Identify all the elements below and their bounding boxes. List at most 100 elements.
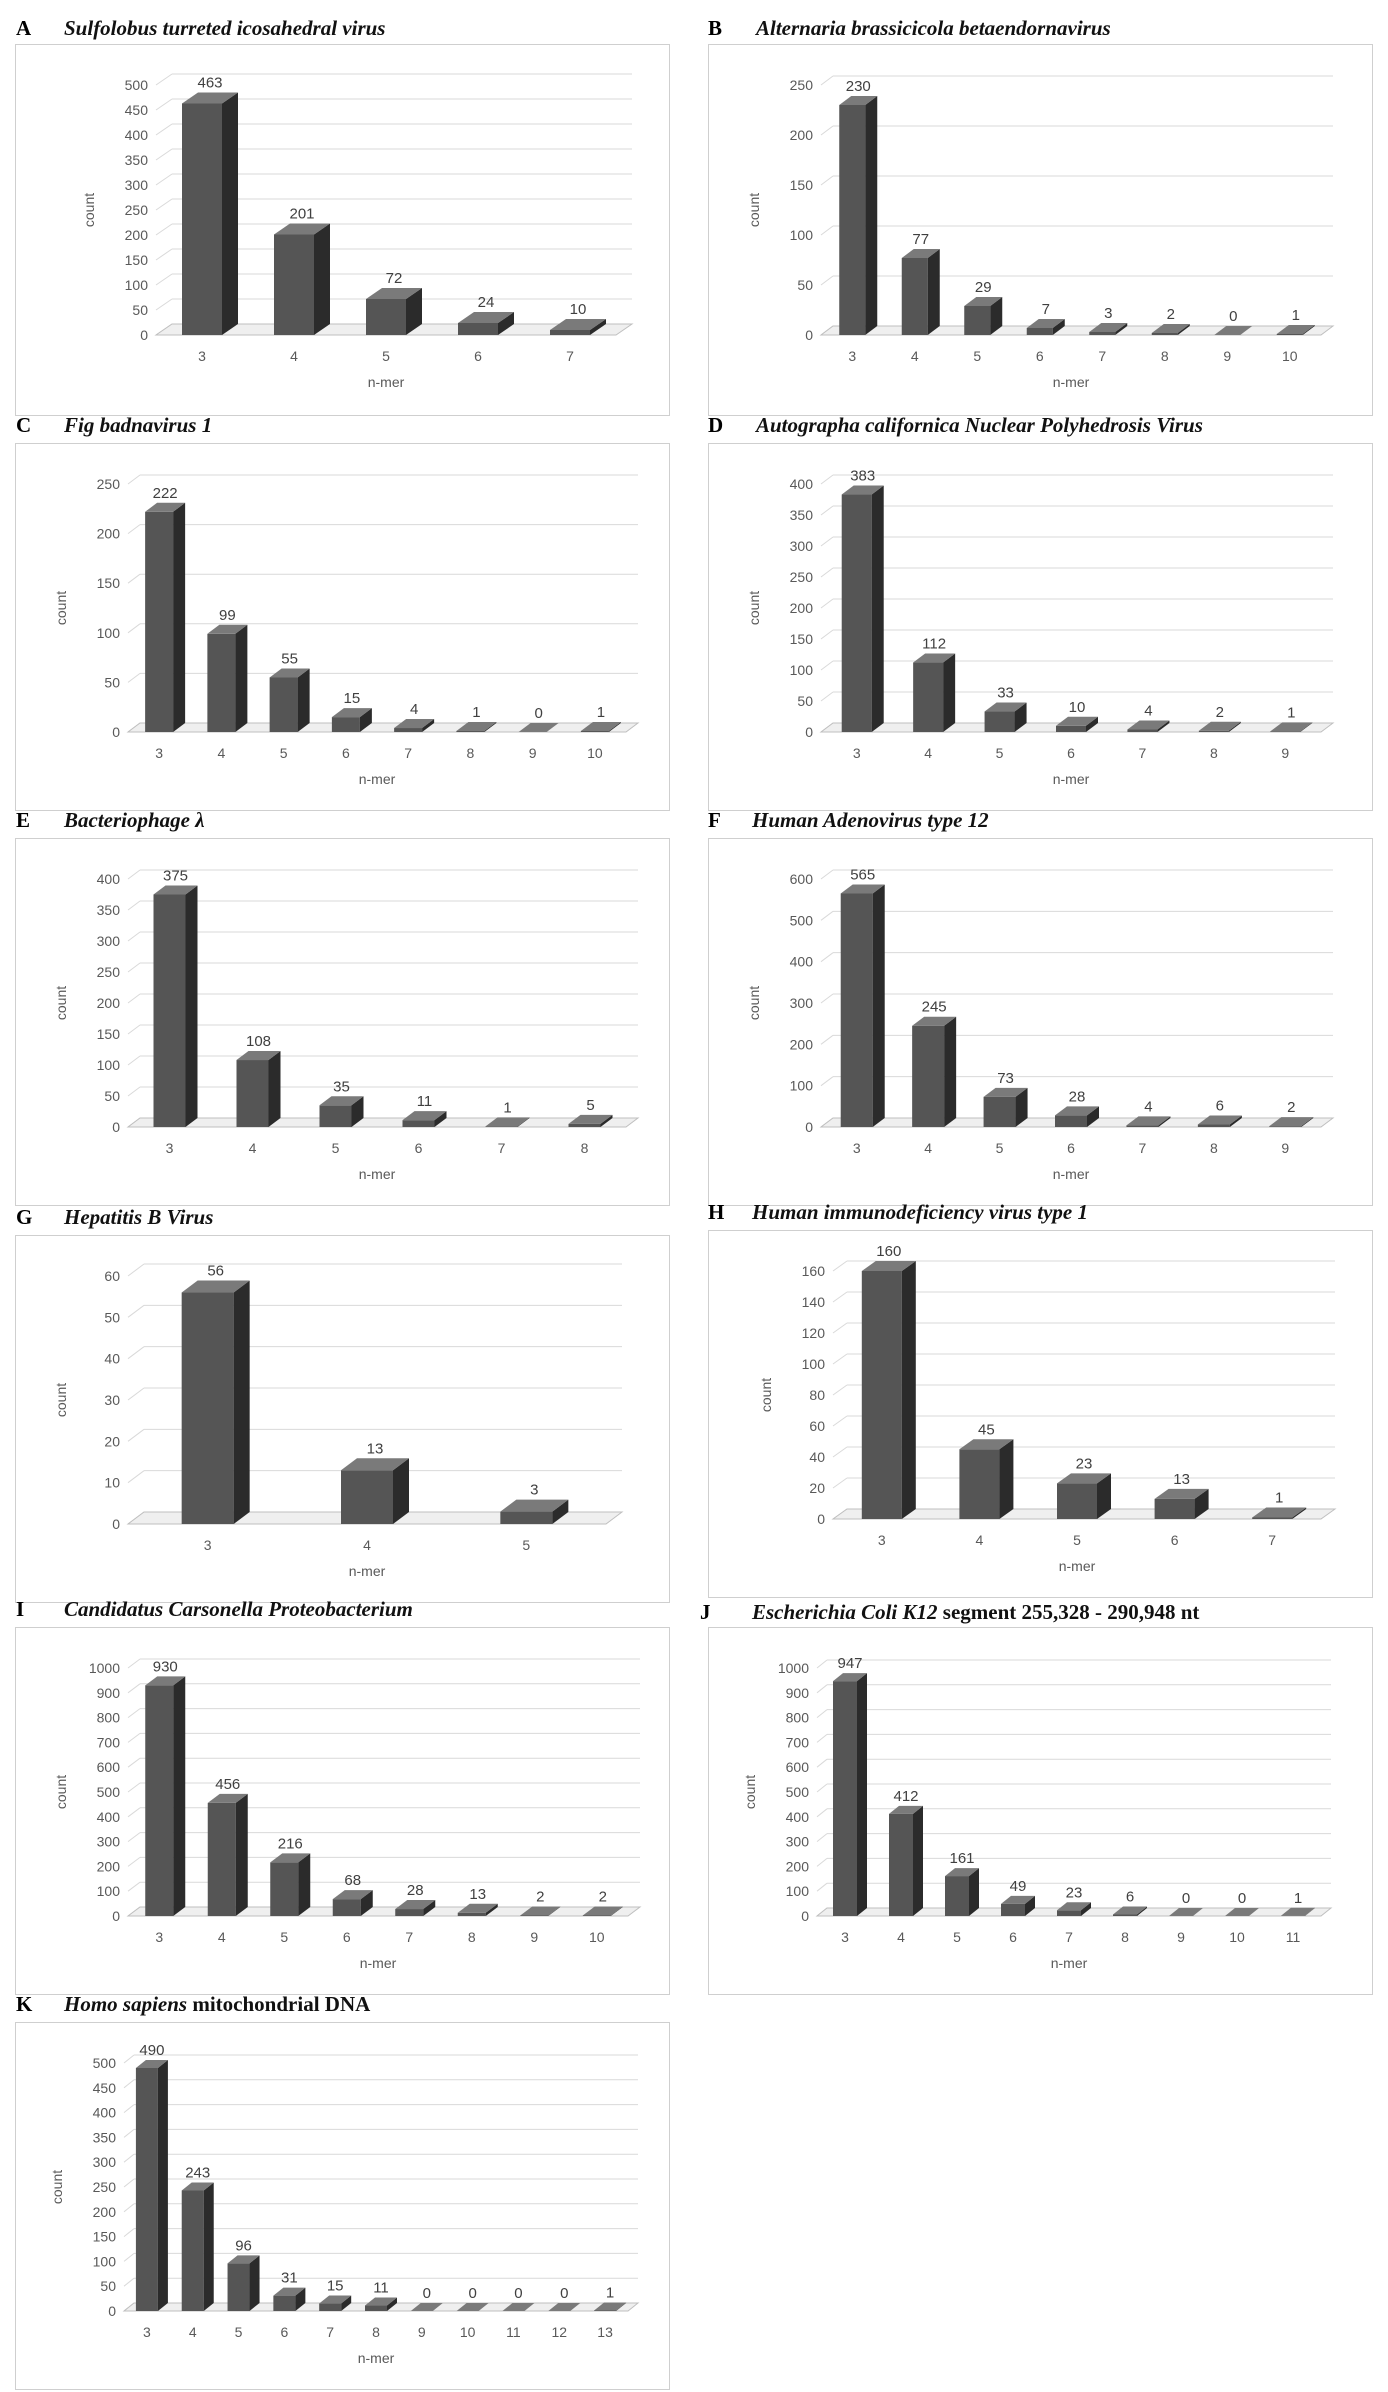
bar-side bbox=[387, 2297, 397, 2311]
gridline-side bbox=[820, 1034, 834, 1045]
bar-6 bbox=[1001, 1895, 1035, 1916]
x-tick-label: 5 bbox=[953, 1929, 961, 1945]
gridline-side bbox=[816, 1858, 828, 1867]
data-label: 216 bbox=[278, 1835, 303, 1852]
gridline-side bbox=[820, 474, 834, 485]
data-label: 73 bbox=[997, 1070, 1014, 1087]
bar-side bbox=[233, 1280, 250, 1524]
y-tick-label: 100 bbox=[97, 625, 121, 641]
bar-10 bbox=[580, 722, 621, 732]
y-axis-label: count bbox=[53, 986, 69, 1020]
bar-side bbox=[297, 668, 310, 732]
bar-9 bbox=[1270, 722, 1313, 732]
bar-front bbox=[580, 731, 609, 732]
data-label: 0 bbox=[423, 2285, 431, 2302]
x-tick-label: 3 bbox=[853, 745, 861, 761]
bar-7 bbox=[550, 319, 606, 335]
panel-title-k: Homo sapiens mitochondrial DNA bbox=[64, 1992, 370, 2017]
gridline-side bbox=[832, 1260, 848, 1272]
bar-front bbox=[145, 511, 174, 732]
data-label: 11 bbox=[417, 1093, 433, 1110]
y-tick-label: 0 bbox=[817, 1511, 825, 1527]
x-tick-label: 8 bbox=[466, 745, 474, 761]
gridline-side bbox=[127, 573, 141, 584]
panel-title-part: Alternaria brassicicola betaendornavirus bbox=[756, 16, 1111, 40]
data-label: 15 bbox=[344, 690, 361, 707]
data-label: 35 bbox=[333, 1078, 350, 1095]
y-tick-label: 40 bbox=[104, 1351, 120, 1367]
bar-side bbox=[298, 1853, 311, 1916]
bar-front bbox=[457, 1912, 486, 1916]
bar-front bbox=[182, 103, 222, 335]
x-tick-label: 6 bbox=[474, 348, 482, 364]
bar-top bbox=[582, 1906, 623, 1916]
bar-7 bbox=[395, 1900, 436, 1916]
bar-top bbox=[273, 2287, 306, 2296]
bar-7 bbox=[1057, 1902, 1091, 1916]
data-label: 10 bbox=[570, 301, 587, 318]
bar-side bbox=[406, 288, 422, 335]
data-label: 0 bbox=[514, 2285, 522, 2302]
data-label: 108 bbox=[246, 1033, 271, 1050]
panel-letter-f: F bbox=[708, 808, 721, 832]
bar-9 bbox=[410, 2303, 443, 2311]
bar-front bbox=[1127, 729, 1158, 732]
gridline-side bbox=[820, 598, 834, 609]
x-tick-label: 5 bbox=[235, 2324, 243, 2340]
data-label: 1 bbox=[1292, 307, 1300, 324]
bar-side bbox=[1097, 1473, 1111, 1519]
data-label: 375 bbox=[163, 868, 188, 885]
x-axis-label: n-mer bbox=[358, 2350, 395, 2366]
data-label: 55 bbox=[281, 650, 298, 667]
bar-top bbox=[319, 1096, 364, 1106]
panel-letter-k: K bbox=[16, 1992, 33, 2016]
x-axis-label: n-mer bbox=[359, 1166, 396, 1182]
data-label: 77 bbox=[912, 231, 929, 248]
data-label: 3 bbox=[1104, 305, 1112, 322]
bar-side bbox=[157, 2059, 168, 2311]
data-label: 4 bbox=[1144, 703, 1152, 720]
y-tick-label: 50 bbox=[104, 674, 120, 690]
y-tick-label: 150 bbox=[125, 252, 149, 268]
panel-letter-h: H bbox=[708, 1200, 725, 1224]
bar-front bbox=[1252, 1517, 1293, 1519]
bar-4 bbox=[901, 249, 940, 335]
gridline-side bbox=[832, 1446, 848, 1458]
bar-front bbox=[984, 711, 1015, 732]
x-tick-label: 7 bbox=[1268, 1532, 1276, 1548]
y-tick-label: 50 bbox=[104, 1088, 120, 1104]
data-label: 222 bbox=[153, 485, 178, 502]
bar-3 bbox=[833, 1673, 867, 1916]
data-label: 33 bbox=[997, 685, 1014, 702]
bar-side bbox=[517, 1117, 530, 1127]
bar-side bbox=[1292, 1507, 1307, 1519]
data-label: 243 bbox=[185, 2164, 210, 2181]
y-tick-label: 600 bbox=[790, 871, 814, 887]
bar-top bbox=[1169, 1908, 1203, 1916]
bar-side bbox=[927, 249, 940, 335]
y-tick-label: 250 bbox=[97, 476, 121, 492]
x-axis-label: n-mer bbox=[1051, 1955, 1088, 1971]
bar-top bbox=[269, 668, 310, 678]
bar-top bbox=[145, 1676, 186, 1686]
x-tick-label: 4 bbox=[249, 1140, 257, 1156]
data-label: 160 bbox=[876, 1243, 901, 1260]
bar-top bbox=[365, 2297, 397, 2306]
bar-top bbox=[1270, 722, 1313, 732]
y-tick-label: 400 bbox=[786, 1809, 810, 1825]
bar-side bbox=[1015, 1087, 1028, 1127]
gridline-side bbox=[127, 1733, 141, 1743]
bar-top bbox=[181, 1280, 250, 1293]
y-axis-label: count bbox=[81, 193, 97, 227]
bar-3 bbox=[153, 885, 198, 1127]
data-label: 96 bbox=[235, 2237, 252, 2254]
y-tick-label: 350 bbox=[97, 902, 121, 918]
data-label: 456 bbox=[215, 1776, 240, 1793]
gridline-side bbox=[127, 524, 141, 534]
x-tick-label: 7 bbox=[405, 1929, 413, 1945]
bar-top bbox=[319, 2295, 352, 2304]
panel-title-e: Bacteriophage λ bbox=[64, 808, 205, 833]
data-label: 1 bbox=[597, 704, 605, 721]
